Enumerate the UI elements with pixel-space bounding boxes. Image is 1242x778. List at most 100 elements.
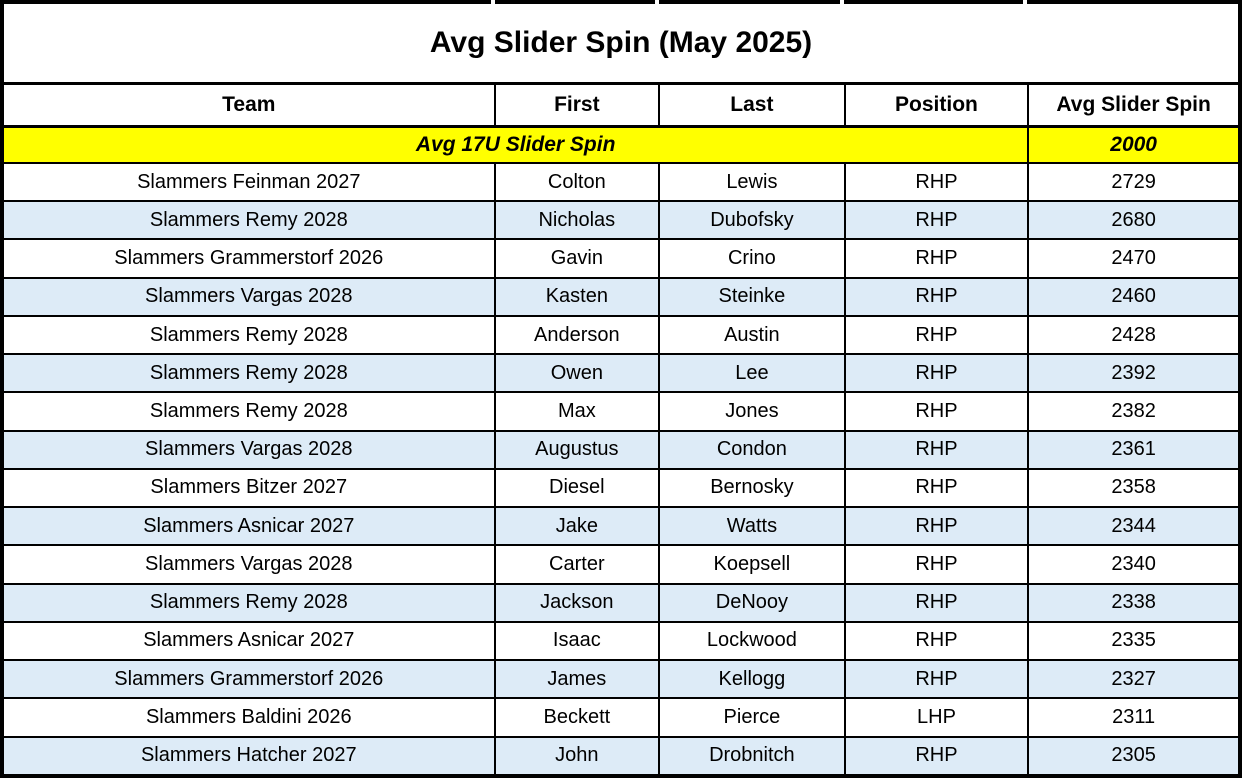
cell-position: RHP [843, 353, 1030, 394]
table-row: Slammers Remy 2028 Nicholas Dubofsky RHP… [1, 200, 1241, 241]
cell-first-name: Gavin [493, 238, 661, 279]
cell-avg-slider-spin: 2392 [1027, 353, 1241, 394]
cell-avg-slider-spin: 2335 [1027, 620, 1241, 662]
cell-team: Slammers Asnicar 2027 [1, 506, 496, 547]
cell-team: Slammers Grammerstorf 2026 [1, 238, 496, 279]
table-row: Slammers Vargas 2028 Kasten Steinke RHP … [1, 276, 1241, 317]
cell-first-name: Carter [493, 544, 661, 585]
column-header-first: First [493, 82, 661, 128]
cell-position: RHP [843, 429, 1030, 470]
table-row: Slammers Feinman 2027 Colton Lewis RHP 2… [1, 161, 1241, 203]
cell-position: RHP [843, 200, 1030, 241]
cell-first-name: Augustus [493, 429, 661, 470]
column-header-position: Position [843, 82, 1030, 128]
cell-first-name: Jackson [493, 582, 661, 623]
cell-team: Slammers Vargas 2028 [1, 429, 496, 470]
table-row: Slammers Remy 2028 Anderson Austin RHP 2… [1, 314, 1241, 356]
cell-avg-slider-spin: 2361 [1027, 429, 1241, 470]
top-border-notch [1023, 0, 1027, 4]
cell-position: RHP [843, 659, 1030, 700]
cell-last-name: Bernosky [658, 467, 846, 509]
cell-avg-slider-spin: 2344 [1027, 506, 1241, 547]
average-row-label: Avg 17U Slider Spin [0, 125, 1030, 164]
cell-last-name: Condon [658, 429, 846, 470]
cell-team: Slammers Remy 2028 [1, 391, 496, 432]
table-row: Slammers Vargas 2028 Carter Koepsell RHP… [1, 544, 1241, 585]
cell-team: Slammers Asnicar 2027 [1, 620, 496, 662]
cell-last-name: Jones [658, 391, 846, 432]
cell-team: Slammers Grammerstorf 2026 [1, 659, 496, 700]
cell-avg-slider-spin: 2382 [1027, 391, 1241, 432]
cell-last-name: Watts [658, 506, 846, 547]
cell-last-name: DeNooy [658, 582, 846, 623]
cell-last-name: Lewis [658, 161, 846, 203]
cell-last-name: Pierce [658, 697, 846, 738]
cell-last-name: Crino [658, 238, 846, 279]
column-header-row: Team First Last Position Avg Slider Spin [1, 82, 1241, 128]
cell-team: Slammers Bitzer 2027 [1, 467, 496, 509]
table-row: Slammers Vargas 2028 Augustus Condon RHP… [1, 429, 1241, 470]
cell-last-name: Lee [658, 353, 846, 394]
cell-position: RHP [843, 506, 1030, 547]
cell-avg-slider-spin: 2729 [1027, 161, 1241, 203]
table-row: Slammers Asnicar 2027 Isaac Lockwood RHP… [1, 620, 1241, 662]
cell-last-name: Austin [658, 314, 846, 356]
cell-avg-slider-spin: 2460 [1027, 276, 1241, 317]
cell-last-name: Drobnitch [658, 735, 846, 778]
cell-last-name: Steinke [658, 276, 846, 317]
table-row: Slammers Remy 2028 Jackson DeNooy RHP 23… [1, 582, 1241, 623]
table-row: Slammers Remy 2028 Owen Lee RHP 2392 [1, 353, 1241, 394]
cell-position: LHP [843, 697, 1030, 738]
cell-team: Slammers Remy 2028 [1, 314, 496, 356]
table-body: Slammers Feinman 2027 Colton Lewis RHP 2… [1, 161, 1241, 778]
cell-last-name: Kellogg [658, 659, 846, 700]
average-row-value: 2000 [1027, 125, 1241, 164]
cell-position: RHP [843, 238, 1030, 279]
cell-first-name: Colton [493, 161, 661, 203]
cell-first-name: John [493, 735, 661, 778]
cell-position: RHP [843, 391, 1030, 432]
cell-position: RHP [843, 314, 1030, 356]
cell-first-name: Anderson [493, 314, 661, 356]
cell-team: Slammers Remy 2028 [1, 353, 496, 394]
cell-position: RHP [843, 620, 1030, 662]
cell-last-name: Dubofsky [658, 200, 846, 241]
cell-first-name: Isaac [493, 620, 661, 662]
cell-position: RHP [843, 544, 1030, 585]
cell-first-name: Max [493, 391, 661, 432]
cell-first-name: Nicholas [493, 200, 661, 241]
column-header-team: Team [1, 82, 496, 128]
table-row: Slammers Grammerstorf 2026 Gavin Crino R… [1, 238, 1241, 279]
cell-team: Slammers Baldini 2026 [1, 697, 496, 738]
cell-team: Slammers Feinman 2027 [1, 161, 496, 203]
top-border-notch [840, 0, 844, 4]
cell-position: RHP [843, 467, 1030, 509]
table-row: Slammers Baldini 2026 Beckett Pierce LHP… [1, 697, 1241, 738]
table-row: Slammers Bitzer 2027 Diesel Bernosky RHP… [1, 467, 1241, 509]
cell-team: Slammers Vargas 2028 [1, 276, 496, 317]
cell-position: RHP [843, 161, 1030, 203]
cell-position: RHP [843, 582, 1030, 623]
cell-avg-slider-spin: 2327 [1027, 659, 1241, 700]
cell-position: RHP [843, 735, 1030, 778]
column-header-last: Last [658, 82, 846, 128]
cell-team: Slammers Vargas 2028 [1, 544, 496, 585]
cell-first-name: James [493, 659, 661, 700]
cell-first-name: Owen [493, 353, 661, 394]
cell-avg-slider-spin: 2680 [1027, 200, 1241, 241]
cell-avg-slider-spin: 2470 [1027, 238, 1241, 279]
cell-avg-slider-spin: 2340 [1027, 544, 1241, 585]
top-border-notch [491, 0, 495, 4]
cell-first-name: Diesel [493, 467, 661, 509]
cell-last-name: Koepsell [658, 544, 846, 585]
top-border-notch [655, 0, 659, 4]
cell-team: Slammers Hatcher 2027 [1, 735, 496, 778]
cell-position: RHP [843, 276, 1030, 317]
page-title: Avg Slider Spin (May 2025) [1, 1, 1241, 85]
table-row: Slammers Remy 2028 Max Jones RHP 2382 [1, 391, 1241, 432]
table-row: Slammers Grammerstorf 2026 James Kellogg… [1, 659, 1241, 700]
cell-avg-slider-spin: 2311 [1027, 697, 1241, 738]
cell-first-name: Jake [493, 506, 661, 547]
